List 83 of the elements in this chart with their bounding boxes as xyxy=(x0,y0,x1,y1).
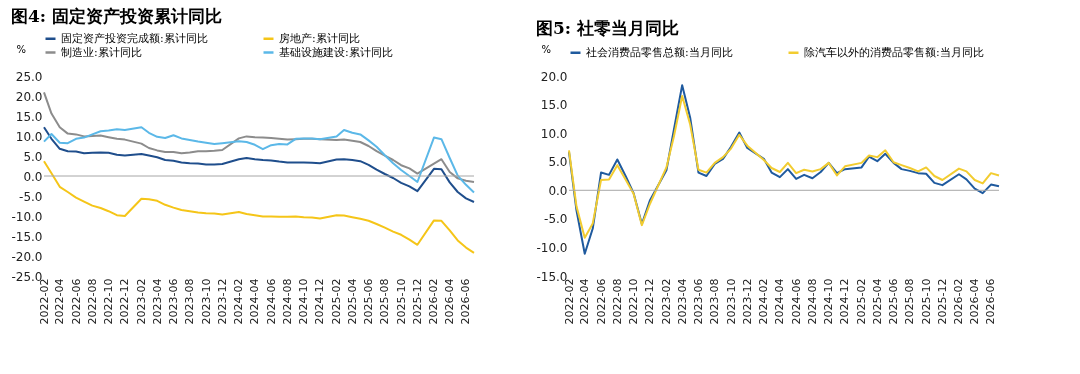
x-tick-label: 2023-02 xyxy=(659,278,673,325)
y-axis-title: % xyxy=(541,43,552,55)
x-tick-label: 2022-12 xyxy=(643,278,657,325)
line-series xyxy=(568,95,1000,239)
x-tick-label: 2024-12 xyxy=(838,278,852,325)
x-tick-label: 2025-02 xyxy=(855,278,869,325)
x-tick-label: 2024-02 xyxy=(757,278,771,325)
x-tick-label: 2025-12 xyxy=(410,278,424,325)
y-tick-label: 15.0 xyxy=(15,109,43,124)
legend-label: 房地产:累计同比 xyxy=(279,31,360,45)
x-tick-label: 2025-04 xyxy=(870,278,884,325)
x-tick-label: 2025-06 xyxy=(362,278,376,325)
x-tick-label: 2023-10 xyxy=(199,278,213,325)
line-series xyxy=(43,91,475,183)
x-tick-label: 2026-06 xyxy=(984,278,998,325)
line-series xyxy=(43,160,475,254)
y-tick-label: 10.0 xyxy=(540,126,568,141)
x-tick-label: 2025-06 xyxy=(887,278,901,325)
x-tick-label: 2022-08 xyxy=(85,278,99,325)
chart-title: 图4: 固定资产投资累计同比 xyxy=(10,6,222,26)
legend-label: 制造业:累计同比 xyxy=(61,45,142,59)
x-tick-label: 2024-06 xyxy=(789,278,803,325)
y-tick-label: 20.0 xyxy=(15,89,43,104)
x-tick-label: 2023-10 xyxy=(724,278,738,325)
legend-label: 固定资产投资完成额:累计同比 xyxy=(61,31,208,45)
legend-label: 社会消费品零售总额:当月同比 xyxy=(586,45,733,59)
x-tick-label: 2023-04 xyxy=(675,278,689,325)
y-axis-title: % xyxy=(16,43,27,55)
x-tick-label: 2026-02 xyxy=(427,278,441,325)
x-tick-label: 2026-02 xyxy=(952,278,966,325)
x-tick-label: 2023-12 xyxy=(740,278,754,325)
y-tick-label: -10.0 xyxy=(11,209,43,224)
x-tick-label: 2022-10 xyxy=(102,278,116,325)
x-tick-label: 2022-06 xyxy=(69,278,83,325)
x-tick-label: 2023-06 xyxy=(166,278,180,325)
x-tick-label: 2024-02 xyxy=(232,278,246,325)
x-tick-label: 2023-06 xyxy=(691,278,705,325)
x-tick-label: 2024-10 xyxy=(297,278,311,325)
x-tick-label: 2024-08 xyxy=(280,278,294,325)
y-tick-label: 5.0 xyxy=(23,149,43,164)
y-tick-label: -20.0 xyxy=(11,249,43,264)
y-tick-label: 5.0 xyxy=(548,155,568,170)
y-tick-label: 15.0 xyxy=(540,98,568,113)
y-tick-label: 20.0 xyxy=(540,69,568,84)
x-tick-label: 2024-06 xyxy=(264,278,278,325)
x-tick-label: 2025-08 xyxy=(903,278,917,325)
x-tick-label: 2026-04 xyxy=(443,278,457,325)
x-tick-label: 2024-04 xyxy=(773,278,787,325)
y-tick-label: -10.0 xyxy=(536,240,568,255)
x-tick-label: 2023-08 xyxy=(708,278,722,325)
line-series xyxy=(568,84,1000,255)
y-tick-label: -15.0 xyxy=(11,229,43,244)
x-tick-label: 2024-08 xyxy=(805,278,819,325)
legend-label: 除汽车以外的消费品零售额:当月同比 xyxy=(804,45,984,59)
x-tick-label: 2024-12 xyxy=(313,278,327,325)
chart-title: 图5: 社零当月同比 xyxy=(535,18,679,38)
y-tick-label: -5.0 xyxy=(544,212,568,227)
x-tick-label: 2022-10 xyxy=(627,278,641,325)
x-tick-label: 2025-10 xyxy=(919,278,933,325)
x-tick-label: 2025-10 xyxy=(394,278,408,325)
x-tick-label: 2023-08 xyxy=(183,278,197,325)
x-tick-label: 2023-12 xyxy=(215,278,229,325)
x-tick-label: 2022-04 xyxy=(578,278,592,325)
x-tick-label: 2022-04 xyxy=(53,278,67,325)
legend-label: 基础设施建设:累计同比 xyxy=(279,45,393,59)
x-tick-label: 2022-12 xyxy=(118,278,132,325)
x-tick-label: 2022-08 xyxy=(610,278,624,325)
x-tick-label: 2025-08 xyxy=(378,278,392,325)
x-tick-label: 2023-04 xyxy=(150,278,164,325)
y-tick-label: 0.0 xyxy=(548,183,568,198)
x-tick-label: 2025-04 xyxy=(345,278,359,325)
x-tick-label: 2025-12 xyxy=(935,278,949,325)
x-tick-label: 2023-02 xyxy=(134,278,148,325)
x-tick-label: 2026-04 xyxy=(968,278,982,325)
y-tick-label: -5.0 xyxy=(19,189,43,204)
x-tick-label: 2026-06 xyxy=(459,278,473,325)
x-tick-label: 2025-02 xyxy=(330,278,344,325)
y-tick-label: 0.0 xyxy=(23,169,43,184)
y-tick-label: 25.0 xyxy=(15,69,43,84)
x-tick-label: 2024-10 xyxy=(822,278,836,325)
x-tick-label: 2024-04 xyxy=(248,278,262,325)
y-tick-label: 10.0 xyxy=(15,129,43,144)
x-tick-label: 2022-06 xyxy=(594,278,608,325)
